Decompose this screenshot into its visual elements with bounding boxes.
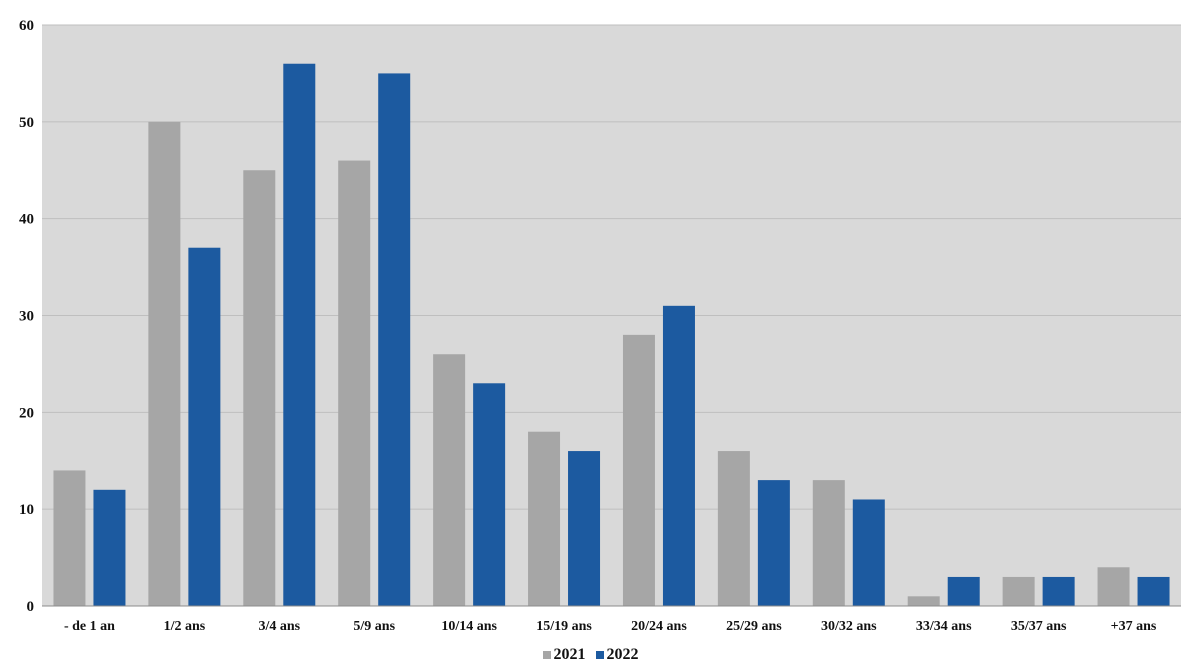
legend-label-2021: 2021	[553, 646, 586, 663]
bar-2022-2	[283, 63, 316, 606]
x-tick-label: 25/29 ans	[726, 619, 782, 634]
bar-2021-11	[1097, 567, 1130, 606]
x-tick-label: 10/14 ans	[441, 619, 497, 634]
x-tick-label: +37 ans	[1111, 619, 1157, 634]
y-tick-label: 30	[19, 309, 34, 325]
bar-2021-9	[907, 596, 940, 606]
y-tick-label: 10	[19, 502, 34, 518]
bar-2021-3	[338, 160, 371, 607]
y-tick-label: 0	[27, 599, 35, 615]
y-tick-label: 40	[19, 212, 34, 228]
bar-2021-1	[148, 121, 181, 606]
bar-2022-10	[1042, 576, 1075, 606]
bar-2021-10	[1002, 576, 1035, 606]
bars	[53, 63, 1170, 607]
bar-2021-0	[53, 470, 86, 606]
y-tick-label: 60	[19, 18, 34, 34]
bar-2022-4	[473, 383, 506, 606]
x-axis: - de 1 an 1/2 ans 3/4 ans 5/9 ans 10/14 ans 1…	[42, 605, 1181, 634]
bar-2021-6	[622, 334, 655, 606]
legend: 2021 2022	[0, 646, 1181, 664]
bar-2021-2	[243, 170, 276, 606]
x-tick-label: 5/9 ans	[353, 619, 395, 634]
bar-2022-3	[378, 73, 411, 606]
bar-2021-5	[528, 431, 561, 606]
bar-2021-8	[812, 480, 845, 606]
legend-item-2022: 2022	[595, 646, 639, 664]
x-tick-label: 15/19 ans	[536, 619, 592, 634]
bar-2022-8	[852, 499, 885, 606]
legend-label-2022: 2022	[606, 646, 639, 663]
bar-2022-7	[757, 480, 790, 606]
bar-2022-1	[188, 247, 221, 606]
x-tick-label: - de 1 an	[64, 619, 115, 634]
bar-2021-7	[717, 451, 750, 606]
x-tick-label: 33/34 ans	[916, 619, 972, 634]
bar-2022-5	[568, 451, 601, 606]
x-tick-label: 20/24 ans	[631, 619, 687, 634]
x-tick-label: 30/32 ans	[821, 619, 877, 634]
x-tick-label: 1/2 ans	[164, 619, 206, 634]
y-axis: 0 10 20 30 40 50 60	[19, 18, 34, 615]
legend-swatch-2022	[595, 651, 604, 659]
x-tick-label: 35/37 ans	[1011, 619, 1067, 634]
legend-swatch-2021	[542, 651, 551, 659]
y-tick-label: 50	[19, 115, 34, 131]
bar-2022-9	[947, 576, 980, 606]
bar-2022-11	[1137, 576, 1170, 606]
y-tick-label: 20	[19, 405, 34, 421]
bar-2021-4	[433, 354, 466, 606]
bar-2022-6	[662, 305, 695, 606]
x-tick-label: 3/4 ans	[258, 619, 300, 634]
bar-2022-0	[93, 489, 126, 606]
bar-chart: 0 10 20 30 40 50 60 - de 1 an 1/2 ans 3/4 ans 5/9…	[19, 18, 1181, 634]
legend-item-2021: 2021	[542, 646, 586, 664]
